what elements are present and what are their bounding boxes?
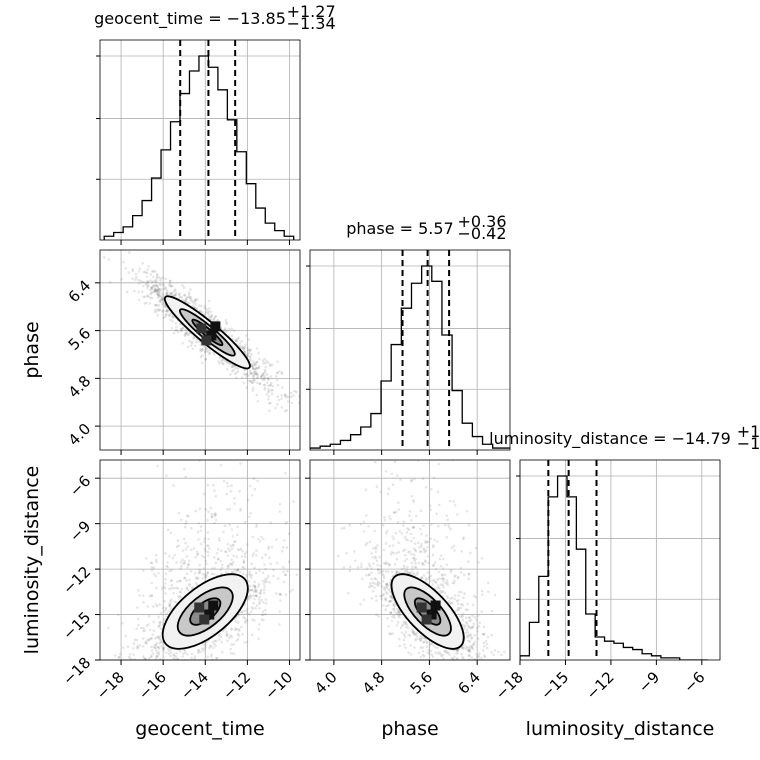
- xtick-label-phase-1: 4.8: [359, 668, 389, 698]
- ytick-label-luminosity_distance-3: −9: [66, 517, 94, 545]
- ylabel-luminosity_distance: luminosity_distance: [21, 466, 43, 655]
- title-luminosity_distance: luminosity_distance = −14.79: [489, 429, 731, 449]
- hist-panel-luminosity_distance: luminosity_distance = −14.79 +1.84−1.34: [489, 422, 760, 665]
- grid-lines: [519, 460, 720, 660]
- title-phase: phase = 5.57: [346, 219, 453, 238]
- xtick-label-luminosity_distance-0: −18: [492, 668, 527, 703]
- panel-frame: [309, 459, 511, 661]
- xtick-label-geocent_time-3: −12: [219, 668, 254, 703]
- xtick-label-geocent_time-4: −10: [261, 668, 296, 703]
- xtick-label-luminosity_distance-2: −12: [583, 668, 618, 703]
- xtick-label-luminosity_distance-1: −15: [537, 668, 572, 703]
- panel-frame: [99, 249, 301, 451]
- hist-panel-phase: phase = 5.57 +0.36−0.42: [306, 212, 511, 455]
- xtick-label-geocent_time-0: −18: [93, 668, 128, 703]
- ytick-label-luminosity_distance-4: −6: [66, 472, 94, 500]
- density-core: [416, 600, 441, 625]
- xtick-label-phase-3: 6.4: [454, 668, 484, 698]
- ytick-label-luminosity_distance-1: −15: [59, 608, 94, 643]
- grid-lines: [310, 460, 510, 661]
- hist-panel-geocent_time: geocent_time = −13.85 +1.27−1.34: [94, 2, 336, 245]
- grid-lines: [100, 40, 300, 240]
- title-minus-phase: −0.42: [458, 224, 507, 243]
- panel-frame: [99, 39, 301, 241]
- grid-lines: [310, 250, 510, 450]
- title-plus-geocent_time: +1.27: [287, 2, 336, 21]
- xtick-label-geocent_time-1: −16: [135, 668, 170, 703]
- grid-lines: [100, 250, 300, 450]
- panel-frame: [519, 459, 721, 661]
- xlabel-luminosity_distance: luminosity_distance: [526, 718, 715, 740]
- density-core: [194, 600, 219, 625]
- xtick-label-phase-0: 4.0: [311, 668, 341, 698]
- title-plus-phase: +0.36: [458, 212, 507, 231]
- ytick-label-luminosity_distance-2: −12: [59, 563, 94, 598]
- xtick-label-luminosity_distance-4: −6: [680, 668, 708, 696]
- scatter-panel-phase-luminosity_distance: [305, 459, 511, 665]
- scatter-panel-geocent_time-phase: [95, 249, 301, 455]
- sample-points: [336, 460, 506, 660]
- title-geocent_time: geocent_time = −13.85: [94, 9, 286, 29]
- xlabel-geocent_time: geocent_time: [135, 718, 264, 740]
- panel-frame: [309, 249, 511, 451]
- xtick-label-phase-2: 5.6: [407, 668, 437, 698]
- panel-frame: [99, 459, 301, 661]
- ytick-label-luminosity_distance-0: −18: [59, 654, 94, 689]
- title-plus-luminosity_distance: +1.84: [737, 422, 760, 441]
- xtick-label-geocent_time-2: −14: [177, 668, 212, 703]
- histogram-phase: [310, 265, 510, 450]
- ytick-label-phase-2: 5.6: [65, 324, 95, 354]
- density-core: [196, 321, 221, 346]
- ytick-label-phase-3: 6.4: [65, 276, 95, 306]
- ylabel-phase: phase: [21, 321, 43, 378]
- title-minus-luminosity_distance: −1.34: [737, 434, 760, 453]
- xlabel-phase: phase: [381, 718, 438, 740]
- xtick-label-luminosity_distance-3: −9: [635, 668, 663, 696]
- scatter-panel-geocent_time-luminosity_distance: [95, 459, 301, 665]
- ytick-label-phase-1: 4.8: [65, 372, 95, 402]
- histogram-geocent_time: [103, 55, 295, 240]
- title-minus-geocent_time: −1.34: [287, 14, 336, 33]
- ytick-label-phase-0: 4.0: [65, 420, 95, 450]
